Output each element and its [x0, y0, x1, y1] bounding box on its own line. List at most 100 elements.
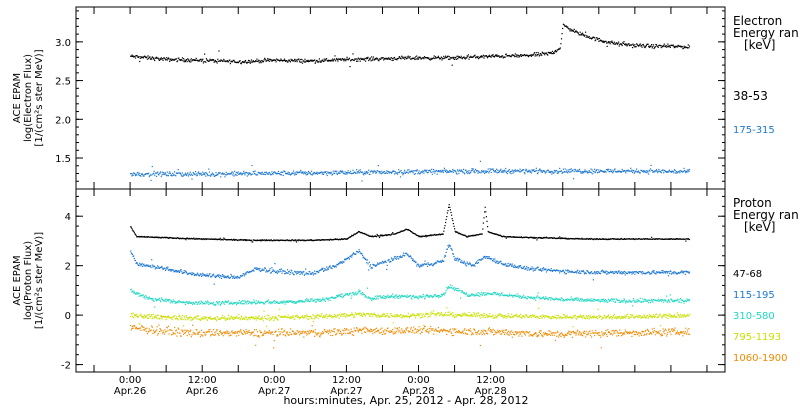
data-point — [609, 300, 611, 302]
data-point — [684, 170, 686, 172]
data-point — [191, 302, 193, 304]
data-point — [196, 59, 198, 61]
data-point — [550, 237, 552, 239]
data-point — [375, 171, 378, 173]
data-point — [621, 44, 623, 47]
data-point — [631, 169, 633, 171]
data-point — [202, 317, 204, 320]
data-point — [201, 301, 203, 303]
data-point — [402, 173, 405, 175]
data-point — [666, 301, 668, 303]
data-point — [528, 169, 530, 171]
data-point — [130, 288, 132, 290]
data-point — [687, 299, 689, 301]
data-point — [575, 30, 577, 32]
data-point — [510, 264, 512, 266]
data-point — [192, 174, 194, 176]
data-point — [417, 296, 419, 298]
data-point — [321, 60, 323, 62]
data-point — [592, 173, 594, 175]
data-point — [434, 233, 436, 235]
data-point — [419, 172, 421, 174]
data-point — [251, 301, 253, 303]
data-point — [648, 46, 650, 48]
data-point — [171, 318, 173, 321]
data-point — [160, 237, 162, 239]
data-point — [360, 292, 362, 294]
data-point — [225, 276, 227, 278]
data-point — [208, 274, 210, 276]
data-point — [170, 58, 172, 60]
data-point — [330, 60, 332, 62]
data-point — [391, 295, 393, 297]
data-point — [417, 264, 420, 266]
data-point — [672, 171, 674, 173]
data-point — [223, 277, 225, 279]
data-point — [145, 264, 147, 266]
data-point — [595, 271, 597, 273]
data-point — [399, 295, 402, 297]
data-point — [202, 318, 204, 320]
data-point — [685, 299, 687, 302]
data-point — [152, 57, 155, 59]
data-point — [520, 55, 522, 57]
data-point — [191, 319, 193, 321]
data-point — [609, 41, 611, 43]
data-point — [305, 268, 307, 270]
data-point — [350, 292, 352, 295]
data-point — [488, 170, 490, 172]
data-point — [445, 290, 447, 292]
data-point — [639, 297, 641, 299]
data-point — [164, 172, 167, 174]
data-point — [273, 270, 275, 272]
data-point — [496, 168, 498, 170]
data-point — [512, 170, 515, 172]
data-point — [341, 171, 343, 173]
data-point — [374, 295, 376, 297]
data-point — [179, 316, 181, 318]
data-point — [136, 262, 138, 264]
data-point — [309, 172, 311, 174]
data-point — [497, 55, 499, 58]
data-point — [235, 276, 237, 278]
data-point — [363, 294, 365, 296]
data-point — [446, 172, 448, 174]
data-point — [301, 62, 304, 64]
data-point — [651, 47, 653, 49]
data-point — [468, 294, 470, 296]
data-point — [182, 319, 184, 321]
data-point — [466, 294, 468, 296]
data-point — [159, 300, 161, 302]
data-point — [439, 261, 441, 263]
data-point — [467, 171, 469, 173]
data-point — [592, 239, 594, 241]
data-point — [144, 298, 146, 300]
data-point — [148, 265, 150, 267]
data-point — [551, 50, 554, 52]
data-point — [256, 58, 258, 60]
data-point — [563, 24, 565, 26]
data-point — [678, 238, 680, 240]
data-point — [268, 302, 270, 304]
data-point — [303, 271, 305, 273]
data-point — [248, 172, 250, 174]
data-point — [295, 271, 297, 273]
data-point — [593, 171, 595, 173]
y-axis-title-line: [1/(cm²s ster MeV)] — [34, 232, 45, 329]
data-point — [311, 60, 313, 62]
data-point — [397, 297, 399, 299]
data-point — [546, 53, 548, 55]
data-point — [682, 47, 685, 49]
data-point — [163, 300, 165, 302]
data-point — [276, 58, 278, 60]
data-point — [613, 170, 615, 172]
data-point — [332, 265, 334, 267]
data-point — [383, 170, 385, 173]
data-point — [203, 172, 205, 175]
data-point — [324, 299, 326, 301]
data-point — [477, 172, 479, 174]
data-point — [579, 31, 581, 33]
data-point — [675, 172, 677, 174]
data-point — [669, 46, 671, 48]
data-point — [621, 171, 623, 173]
